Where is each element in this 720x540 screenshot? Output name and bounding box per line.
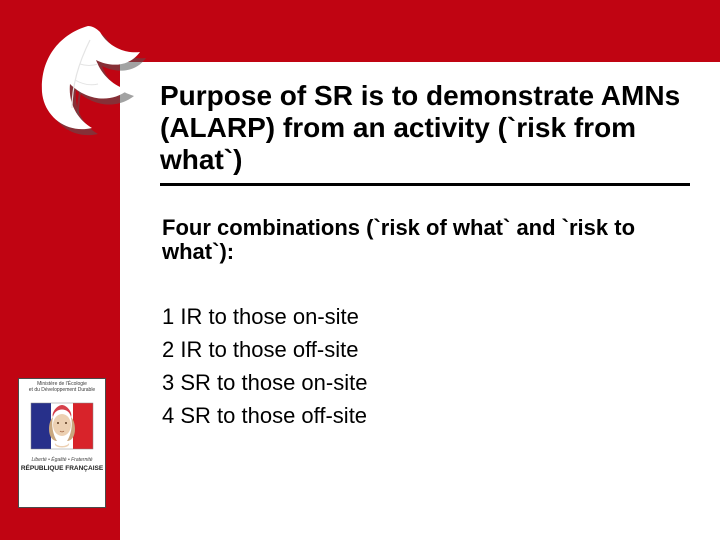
- slide-subtitle: Four combinations (`risk of what` and `r…: [162, 216, 682, 264]
- marianne-emblem: [19, 397, 105, 455]
- ministry-name: Ministère de l'Écologie et du Développem…: [19, 379, 105, 395]
- list-item: 3 SR to those on-site: [162, 371, 682, 394]
- logo-republic: RÉPUBLIQUE FRANÇAISE: [19, 465, 105, 472]
- logo-motto: Liberté • Égalité • Fraternité: [19, 457, 105, 463]
- ministry-line2: et du Développement Durable: [29, 387, 95, 393]
- list-item: 1 IR to those on-site: [162, 305, 682, 328]
- combinations-list: 1 IR to those on-site 2 IR to those off-…: [162, 305, 682, 437]
- title-underline: [160, 183, 690, 186]
- list-item: 4 SR to those off-site: [162, 404, 682, 427]
- slide-title: Purpose of SR is to demonstrate AMNs (AL…: [160, 80, 700, 177]
- ministry-logo: Ministère de l'Écologie et du Développem…: [18, 378, 106, 508]
- list-item: 2 IR to those off-site: [162, 338, 682, 361]
- leaf-icon: [20, 10, 160, 150]
